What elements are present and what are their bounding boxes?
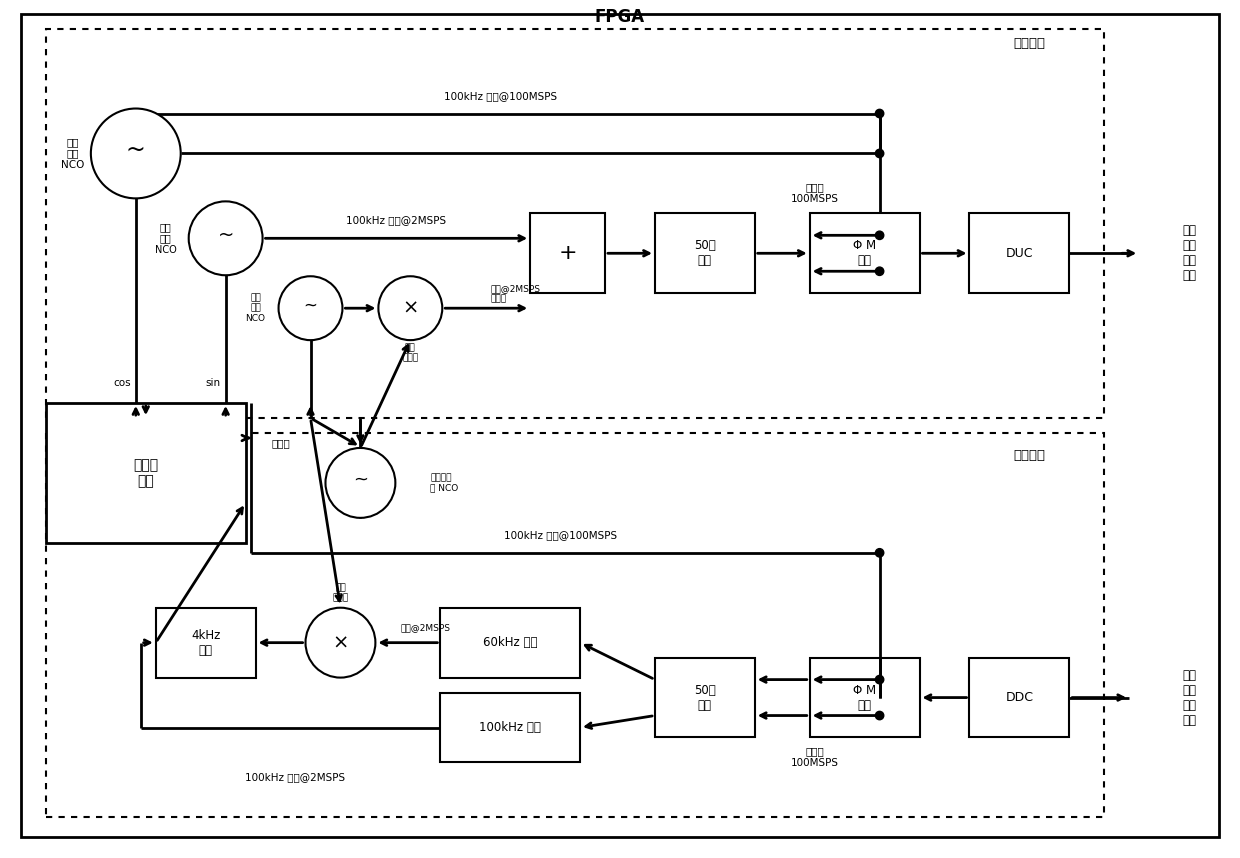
Text: 混频音: 混频音 (272, 438, 290, 448)
Circle shape (378, 276, 443, 340)
Text: 调制音
100MSPS: 调制音 100MSPS (791, 183, 838, 204)
Circle shape (91, 108, 181, 198)
Text: Φ M
调制: Φ M 调制 (853, 239, 877, 268)
Circle shape (875, 675, 884, 684)
Text: 100kHz 主音@2MSPS: 100kHz 主音@2MSPS (346, 215, 446, 226)
Text: 发射
数字
中频
信号: 发射 数字 中频 信号 (1182, 224, 1197, 282)
Bar (655, 657, 755, 738)
Text: 接收单元: 接收单元 (1013, 450, 1045, 462)
Text: FPGA: FPGA (595, 8, 645, 26)
Text: ~: ~ (125, 137, 146, 161)
Bar (156, 607, 255, 678)
Text: 50倍
插値: 50倍 插値 (694, 239, 715, 268)
Text: 60kHz 低通: 60kHz 低通 (482, 636, 537, 650)
Text: DUC: DUC (1006, 247, 1033, 260)
Text: 100kHz 主音@2MSPS: 100kHz 主音@2MSPS (246, 772, 346, 782)
Text: ×: × (402, 299, 419, 317)
Bar (46, 433, 1104, 818)
Text: 接收
中频
采样
信号: 接收 中频 采样 信号 (1182, 668, 1197, 727)
Text: 100kHz 主音@100MSPS: 100kHz 主音@100MSPS (503, 530, 616, 540)
Text: ×: × (332, 633, 348, 652)
Text: 发射单元: 发射单元 (1013, 37, 1045, 50)
Text: 第一
混频器: 第一 混频器 (402, 343, 418, 363)
Text: 第二
数字
NCO: 第二 数字 NCO (246, 293, 265, 323)
Circle shape (305, 607, 376, 678)
Text: 100kHz 主音@100MSPS: 100kHz 主音@100MSPS (444, 92, 557, 101)
Circle shape (875, 548, 884, 557)
Text: ~: ~ (353, 471, 368, 489)
Text: 求相差
单元: 求相差 单元 (133, 458, 159, 488)
Bar (810, 214, 920, 293)
Text: sin: sin (206, 378, 221, 388)
Text: 解调音
100MSPS: 解调音 100MSPS (791, 746, 838, 768)
Text: 第一
数字
NCO: 第一 数字 NCO (155, 221, 176, 255)
Bar (970, 657, 1069, 738)
Text: ~: ~ (217, 226, 234, 245)
Circle shape (325, 448, 396, 518)
Text: ~: ~ (304, 296, 317, 314)
Text: 第三
数字
NCO: 第三 数字 NCO (61, 136, 84, 170)
Text: 100kHz 高通: 100kHz 高通 (479, 721, 541, 734)
Circle shape (875, 109, 884, 118)
Text: 混频音数
字 NCO: 混频音数 字 NCO (430, 474, 459, 492)
Text: 50倍
抄取: 50倍 抄取 (694, 684, 715, 711)
Text: 次音@2MSPS: 次音@2MSPS (401, 623, 450, 632)
Bar (655, 214, 755, 293)
Text: 4kHz
低通: 4kHz 低通 (191, 629, 221, 656)
Text: DDC: DDC (1006, 691, 1033, 704)
Text: 次音@2MSPS
折叠音: 次音@2MSPS 折叠音 (490, 284, 541, 303)
Circle shape (875, 149, 884, 158)
Bar (46, 28, 1104, 418)
Circle shape (875, 267, 884, 275)
Text: cos: cos (113, 378, 130, 388)
Bar (531, 214, 605, 293)
Circle shape (875, 711, 884, 720)
Circle shape (875, 231, 884, 239)
Text: Φ M
解调: Φ M 解调 (853, 684, 877, 711)
Circle shape (279, 276, 342, 340)
Circle shape (188, 202, 263, 275)
Bar (440, 607, 580, 678)
Text: 第二
混频器: 第二 混频器 (332, 583, 348, 602)
Text: +: + (558, 244, 577, 263)
Bar (970, 214, 1069, 293)
Bar (810, 657, 920, 738)
Bar (46, 403, 246, 543)
Bar (440, 692, 580, 763)
